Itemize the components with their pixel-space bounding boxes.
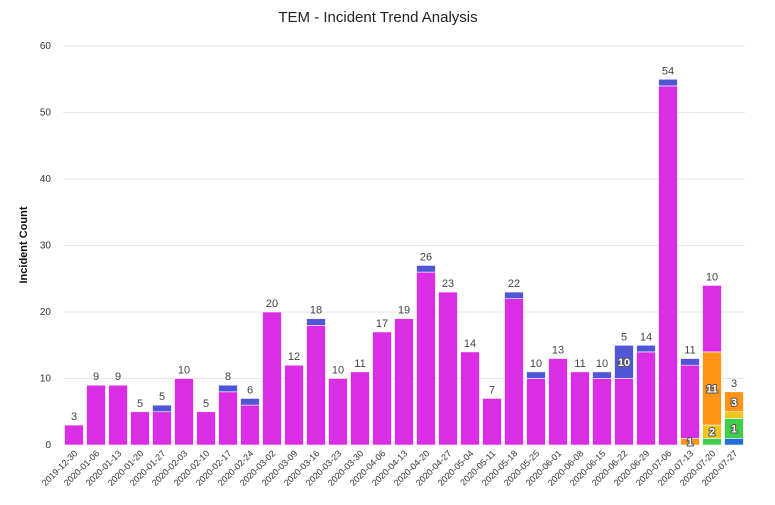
bar-segment xyxy=(174,378,194,446)
bar-total-label: 23 xyxy=(442,278,454,290)
bar-segment xyxy=(526,378,546,446)
chart-title: TEM - Incident Trend Analysis xyxy=(278,9,477,26)
bar-segment xyxy=(636,351,656,446)
bar-segment xyxy=(658,85,678,446)
y-tick-label: 20 xyxy=(40,307,52,318)
bar-segment xyxy=(152,404,172,413)
bar-total-label: 10 xyxy=(596,358,608,370)
bar-segment xyxy=(394,318,414,446)
bar-segment xyxy=(724,411,744,419)
bar-segment xyxy=(284,364,304,446)
x-tick-labels: 2019-12-302020-01-062020-01-132020-01-20… xyxy=(40,448,740,488)
bar-segment xyxy=(680,358,700,366)
bar-segment xyxy=(592,378,612,446)
segment-label: 11 xyxy=(706,383,718,395)
bar-segment xyxy=(328,378,348,446)
bar-segment xyxy=(372,331,392,446)
bar-total-label: 3 xyxy=(71,411,77,423)
bar-segment xyxy=(240,404,260,446)
segment-label: 1 xyxy=(687,437,693,449)
bar-total-label: 6 xyxy=(247,384,253,396)
bar-segment xyxy=(702,438,722,446)
segment-label: 2 xyxy=(709,427,715,439)
bar-total-label: 54 xyxy=(662,65,674,77)
bar-segment xyxy=(350,371,370,446)
bar-segment xyxy=(196,411,216,446)
bars xyxy=(64,78,744,446)
bar-segment xyxy=(658,78,678,87)
bar-segment xyxy=(130,411,150,446)
bar-total-label: 5 xyxy=(203,398,209,410)
bar-total-label: 10 xyxy=(178,365,190,377)
y-tick-labels: 0 10 20 30 40 50 60 xyxy=(40,41,52,451)
y-tick-label: 60 xyxy=(40,41,52,52)
y-tick-label: 50 xyxy=(40,108,52,119)
bar-total-label: 26 xyxy=(420,251,432,263)
bar-segment xyxy=(460,351,480,446)
bar-total-label: 12 xyxy=(288,351,300,363)
bar-total-label: 20 xyxy=(266,298,278,310)
bar-segment xyxy=(262,311,282,446)
bar-total-label: 8 xyxy=(225,371,231,383)
bar-total-label: 14 xyxy=(640,331,652,343)
bar-total-label: 18 xyxy=(310,305,322,317)
bar-segment xyxy=(636,344,656,353)
bar-segment xyxy=(306,318,326,326)
bar-total-label: 5 xyxy=(621,331,627,343)
bar-total-label: 9 xyxy=(115,371,121,383)
y-tick-label: 10 xyxy=(40,374,52,385)
bar-segment xyxy=(152,411,172,446)
bar-segment xyxy=(416,271,436,446)
bar-segment xyxy=(724,391,744,413)
bar-total-label: 11 xyxy=(574,358,585,370)
bar-segment xyxy=(240,398,260,406)
bar-segment xyxy=(548,358,568,446)
segment-label: 10 xyxy=(618,357,630,369)
bar-total-label: 11 xyxy=(684,345,695,357)
bar-segment xyxy=(724,438,744,446)
y-tick-label: 40 xyxy=(40,174,52,185)
bar-segment xyxy=(64,424,84,446)
bar-total-label: 17 xyxy=(376,318,388,330)
bar-segment xyxy=(482,398,502,446)
bar-segment xyxy=(86,384,106,446)
y-tick-label: 0 xyxy=(45,440,51,451)
bar-total-label: 3 xyxy=(731,378,737,390)
segment-label: 1 xyxy=(731,423,737,435)
bar-segment xyxy=(526,371,546,379)
y-tick-label: 30 xyxy=(40,241,52,252)
bar-total-label: 14 xyxy=(464,338,476,350)
bar-segment xyxy=(306,324,326,446)
bar-segment xyxy=(680,364,700,439)
bar-segment xyxy=(614,344,634,379)
bar-total-label: 5 xyxy=(159,391,165,403)
bar-total-label: 7 xyxy=(489,384,495,396)
bar-total-label: 22 xyxy=(508,278,520,290)
bar-total-label: 11 xyxy=(354,358,365,370)
bar-segment xyxy=(108,384,128,446)
bar-segment xyxy=(570,371,590,446)
bar-total-label: 10 xyxy=(530,358,542,370)
bar-total-label: 13 xyxy=(552,345,564,357)
y-axis-label: Incident Count xyxy=(18,206,30,283)
bar-segment xyxy=(592,371,612,379)
bar-segment xyxy=(702,285,722,353)
bar-total-label: 10 xyxy=(706,271,718,283)
segment-label: 3 xyxy=(731,397,737,409)
bar-total-label: 19 xyxy=(398,305,410,317)
bar-segment xyxy=(504,291,524,299)
bar-segment xyxy=(416,265,436,273)
bar-segment xyxy=(218,391,238,446)
bar-total-label: 10 xyxy=(332,365,344,377)
bar-segment xyxy=(438,291,458,446)
bar-segment xyxy=(504,298,524,446)
bar-segment xyxy=(614,378,634,446)
bar-total-label: 5 xyxy=(137,398,143,410)
bar-segment xyxy=(218,384,238,393)
bar-total-label: 9 xyxy=(93,371,99,383)
